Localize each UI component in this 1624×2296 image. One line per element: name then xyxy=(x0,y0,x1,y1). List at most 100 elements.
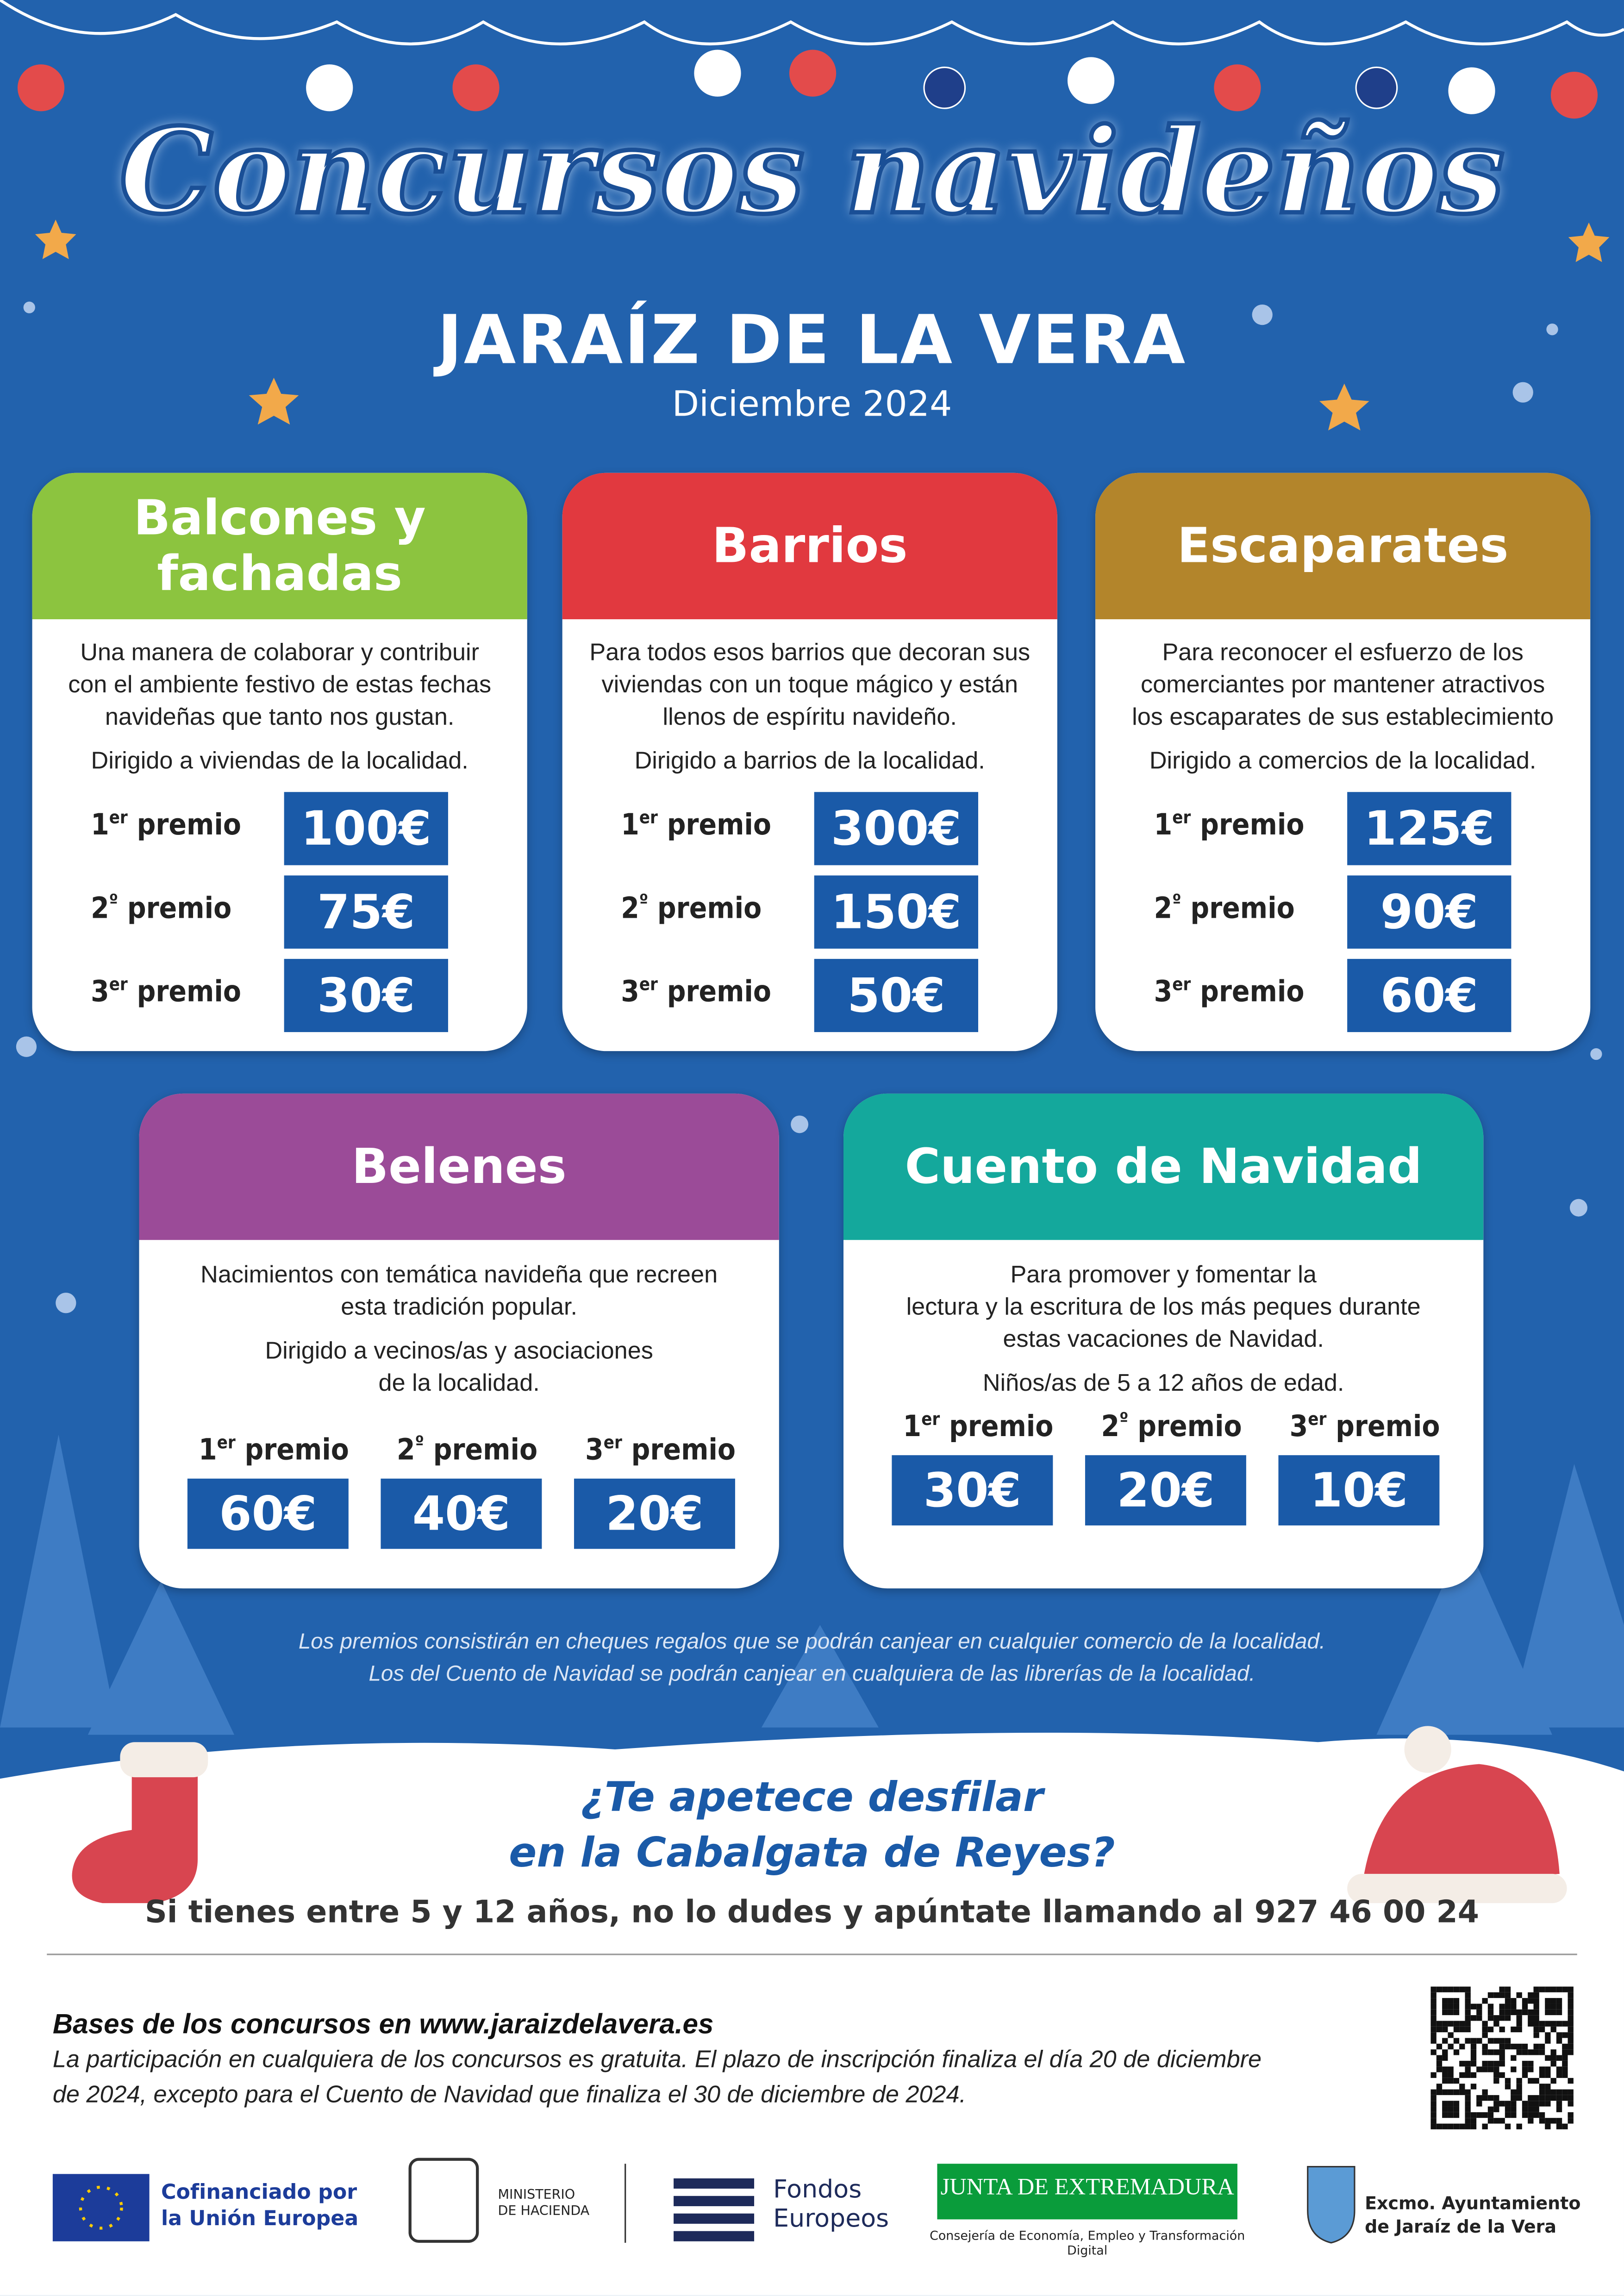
prize-suffix: º xyxy=(639,890,649,911)
card-header: Balcones y fachadas xyxy=(32,473,527,620)
prize-suffix: º xyxy=(1119,1409,1129,1430)
stars xyxy=(35,219,1610,430)
prize-number: 2 xyxy=(396,1431,415,1467)
prize-amount: 30€ xyxy=(892,1455,1053,1526)
target-line: Dirigido a barrios de la localidad. xyxy=(634,748,985,775)
prize-word: premio xyxy=(1336,1408,1440,1444)
prize-word: premio xyxy=(631,1431,736,1467)
target-line: Dirigido a comercios de la localidad. xyxy=(1149,748,1537,775)
logo-text: Excmo. Ayuntamiento xyxy=(1365,2193,1581,2214)
prize-amount: 60€ xyxy=(1347,958,1512,1033)
prize-amount: 10€ xyxy=(1278,1455,1440,1526)
prize-amount: 150€ xyxy=(814,875,979,949)
logo-text: Fondos xyxy=(773,2175,862,2205)
prize-label: 3er premio xyxy=(573,1432,749,1467)
card-title: Barrios xyxy=(712,516,908,574)
description-line: navideñas que tanto nos gustan. xyxy=(105,704,455,731)
prize-number: 3 xyxy=(585,1431,604,1467)
contest-card: Balcones y fachadas Una manera de colabora… xyxy=(32,473,527,1052)
prize-suffix: er xyxy=(921,1409,940,1430)
prize-word: premio xyxy=(244,1431,349,1467)
eu-flag xyxy=(52,2174,150,2241)
prize-word: premio xyxy=(667,806,772,842)
prize-amount: 20€ xyxy=(574,1478,735,1549)
description-line: esta tradición popular. xyxy=(341,1294,577,1321)
footer-text: La participación en cualquiera de los co… xyxy=(52,2047,1262,2073)
logo-text: Cofinanciado por xyxy=(161,2181,357,2205)
cabalgata-question: ¿Te apetece desfilar xyxy=(581,1773,1043,1822)
prize-word: premio xyxy=(137,973,241,1009)
prize-amount: 300€ xyxy=(814,792,979,865)
prize-label: 3er premio xyxy=(1154,974,1305,1009)
note: Los premios consistirán en cheques regal… xyxy=(298,1629,1326,1655)
bases: Bases de los concursos en www.jaraizdela… xyxy=(52,2010,714,2041)
prize-suffix: er xyxy=(603,1432,622,1453)
prize-amount: 75€ xyxy=(284,875,448,949)
logo-text: DE HACIENDA xyxy=(498,2204,590,2220)
prize-label: 1er premio xyxy=(1154,807,1305,842)
council-shield xyxy=(1307,2165,1355,2244)
prize-amount: 100€ xyxy=(284,792,448,865)
prize-suffix: º xyxy=(109,890,119,911)
description-line: Para reconocer el esfuerzo de los xyxy=(1162,640,1524,666)
prize-label: 2º premio xyxy=(1154,890,1295,925)
ministry-shield xyxy=(408,2158,626,2243)
prize-number: 2 xyxy=(621,890,639,926)
subtitle: JARAÍZ DE LA VERA xyxy=(437,300,1187,380)
prize-word: premio xyxy=(1190,890,1295,926)
prize-suffix: er xyxy=(217,1432,236,1453)
description-line: Una manera de colaborar y contribuir xyxy=(80,640,479,666)
card-title: Cuento de Navidad xyxy=(905,1137,1422,1195)
prize-word: premio xyxy=(127,890,232,926)
description-line: los escaparates de sus establecimiento xyxy=(1132,704,1554,731)
funds-logo xyxy=(674,2178,755,2241)
prize-label: 1er premio xyxy=(890,1408,1066,1444)
qr-code xyxy=(1428,1984,1577,2133)
card-title: Escaparates xyxy=(1177,516,1509,574)
lights xyxy=(17,50,1598,119)
prize-suffix: er xyxy=(109,974,128,995)
logo-text: de Jaraíz de la Vera xyxy=(1365,2216,1556,2237)
date: Diciembre 2024 xyxy=(672,383,952,425)
contest-card: Cuento de Navidad Para promover y fomenta… xyxy=(843,1093,1484,1589)
prize-number: 3 xyxy=(1154,973,1173,1009)
prize-amount: 40€ xyxy=(381,1478,542,1549)
description-line: Para promover y fomentar la xyxy=(1010,1262,1317,1288)
prize-number: 2 xyxy=(1154,890,1173,926)
prize-number: 2 xyxy=(1101,1408,1120,1444)
logo-text: Consejería de Economía, Empleo y Transfo… xyxy=(930,2229,1245,2259)
prize-word: premio xyxy=(949,1408,1054,1444)
card-title: Belenes xyxy=(351,1137,567,1195)
contest-card: Escaparates Para reconocer el esfuerzo de… xyxy=(1095,473,1591,1052)
prize-amount: 20€ xyxy=(1085,1455,1246,1526)
title: Concursos navideños xyxy=(117,100,1506,243)
prize-number: 1 xyxy=(91,806,109,842)
prize-suffix: er xyxy=(109,807,128,828)
prize-word: premio xyxy=(1137,1408,1242,1444)
cabalgata-question: en la Cabalgata de Reyes? xyxy=(509,1828,1115,1877)
prize-label: 3er premio xyxy=(1277,1408,1453,1444)
prize-number: 1 xyxy=(1154,806,1173,842)
prize-word: premio xyxy=(1200,806,1305,842)
card-header: Belenes xyxy=(139,1093,779,1240)
prize-word: premio xyxy=(137,806,241,842)
prize-number: 3 xyxy=(1289,1408,1308,1444)
prize-suffix: º xyxy=(415,1432,424,1453)
description-line: comerciantes por mantener atractivos xyxy=(1141,672,1545,698)
prize-amount: 60€ xyxy=(187,1478,349,1549)
prize-amount: 125€ xyxy=(1347,792,1512,865)
card-header: Escaparates xyxy=(1095,473,1591,620)
target-line: Dirigido a viviendas de la localidad. xyxy=(91,748,468,775)
target-line: Dirigido a vecinos/as y asociaciones xyxy=(265,1338,653,1365)
prize-label: 1er premio xyxy=(621,807,771,842)
hat xyxy=(1347,1726,1567,1904)
prize-number: 1 xyxy=(199,1431,217,1467)
prize-word: premio xyxy=(1200,973,1305,1009)
prize-label: 2º premio xyxy=(621,890,762,925)
prize-amount: 90€ xyxy=(1347,875,1512,949)
prize-suffix: º xyxy=(1172,890,1181,911)
prize-label: 1er premio xyxy=(91,807,241,842)
description-line: estas vacaciones de Navidad. xyxy=(1003,1326,1324,1353)
